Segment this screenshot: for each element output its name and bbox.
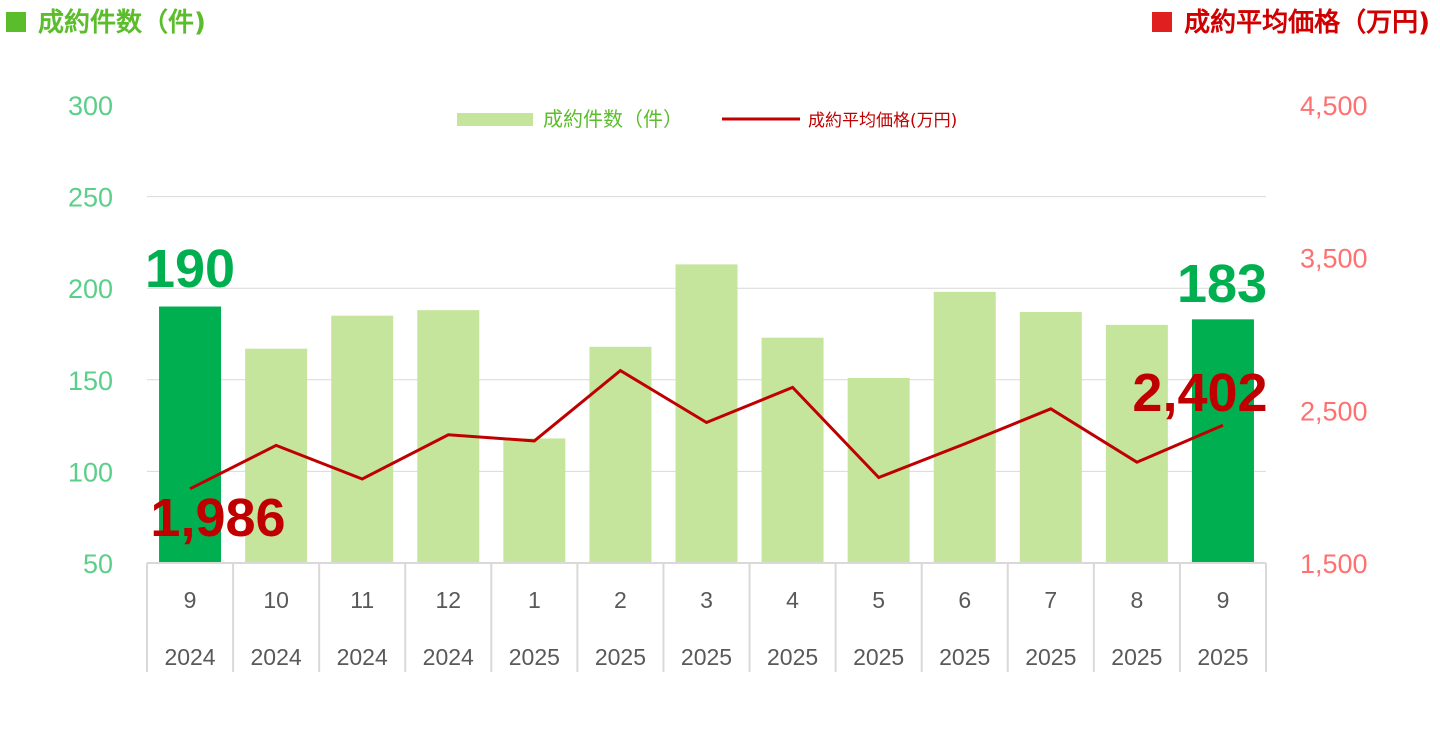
category-year-label: 2025 bbox=[1197, 644, 1248, 670]
category-month-label: 9 bbox=[184, 587, 197, 613]
category-month-label: 10 bbox=[263, 587, 289, 613]
bar bbox=[933, 291, 996, 563]
category-month-label: 2 bbox=[614, 587, 627, 613]
category-month-label: 12 bbox=[435, 587, 461, 613]
left-axis-title: 成約件数（件) bbox=[6, 2, 206, 39]
left-axis-tick-label: 250 bbox=[68, 183, 113, 213]
right-axis-tick-label: 4,500 bbox=[1300, 91, 1368, 121]
bar bbox=[761, 337, 824, 563]
category-year-label: 2025 bbox=[853, 644, 904, 670]
category-month-label: 6 bbox=[958, 587, 971, 613]
right-title-square-icon bbox=[1152, 12, 1173, 32]
left-axis-tick-label: 100 bbox=[68, 457, 113, 487]
bar bbox=[1191, 319, 1254, 563]
legend-line-label: 成約平均価格(万円) bbox=[808, 111, 957, 131]
category-year-label: 2024 bbox=[337, 644, 388, 670]
category-year-label: 2025 bbox=[1111, 644, 1162, 670]
right-axis-tick-label: 1,500 bbox=[1300, 549, 1368, 579]
bar-value-label-last: 183 bbox=[1177, 254, 1267, 314]
bar bbox=[331, 315, 394, 563]
left-axis-title-text: 成約件数（件) bbox=[38, 8, 206, 38]
category-year-label: 2024 bbox=[164, 644, 215, 670]
category-month-label: 11 bbox=[350, 587, 374, 613]
line-value-label-last: 2,402 bbox=[1132, 363, 1267, 423]
line-series-price bbox=[189, 368, 1224, 491]
category-month-label: 7 bbox=[1044, 587, 1057, 613]
right-axis-tick-label: 2,500 bbox=[1300, 396, 1368, 426]
bar-value-label-first: 190 bbox=[145, 239, 235, 299]
category-month-label: 3 bbox=[700, 587, 713, 613]
bar bbox=[159, 306, 222, 563]
left-axis-tick-label: 150 bbox=[68, 366, 113, 396]
left-axis-tick-label: 50 bbox=[83, 549, 113, 579]
right-axis-title-text: 成約平均価格（万円) bbox=[1184, 8, 1430, 38]
category-year-label: 2025 bbox=[595, 644, 646, 670]
category-year-label: 2025 bbox=[767, 644, 818, 670]
category-month-label: 1 bbox=[528, 587, 541, 613]
category-month-label: 8 bbox=[1130, 587, 1143, 613]
left-title-square-icon bbox=[6, 12, 26, 32]
category-month-label: 9 bbox=[1217, 587, 1230, 613]
category-year-label: 2025 bbox=[509, 644, 560, 670]
bar bbox=[589, 346, 652, 563]
line-value-label-first: 1,986 bbox=[150, 488, 285, 548]
category-year-label: 2025 bbox=[1025, 644, 1076, 670]
bar bbox=[1019, 312, 1082, 563]
right-axis-title: 成約平均価格（万円) bbox=[1152, 2, 1430, 39]
bar bbox=[1105, 324, 1168, 563]
right-axis-tick-label: 3,500 bbox=[1300, 244, 1368, 274]
category-year-label: 2024 bbox=[423, 644, 474, 670]
left-axis-tick-label: 300 bbox=[68, 91, 113, 121]
legend-bar-label: 成約件数（件） bbox=[543, 107, 683, 131]
category-month-label: 5 bbox=[872, 587, 885, 613]
left-axis-tick-label: 200 bbox=[68, 274, 113, 304]
legend-bar-swatch bbox=[457, 113, 533, 126]
category-year-label: 2025 bbox=[939, 644, 990, 670]
category-month-label: 4 bbox=[786, 587, 799, 613]
category-year-label: 2025 bbox=[681, 644, 732, 670]
bar bbox=[503, 438, 566, 563]
category-year-label: 2024 bbox=[251, 644, 302, 670]
